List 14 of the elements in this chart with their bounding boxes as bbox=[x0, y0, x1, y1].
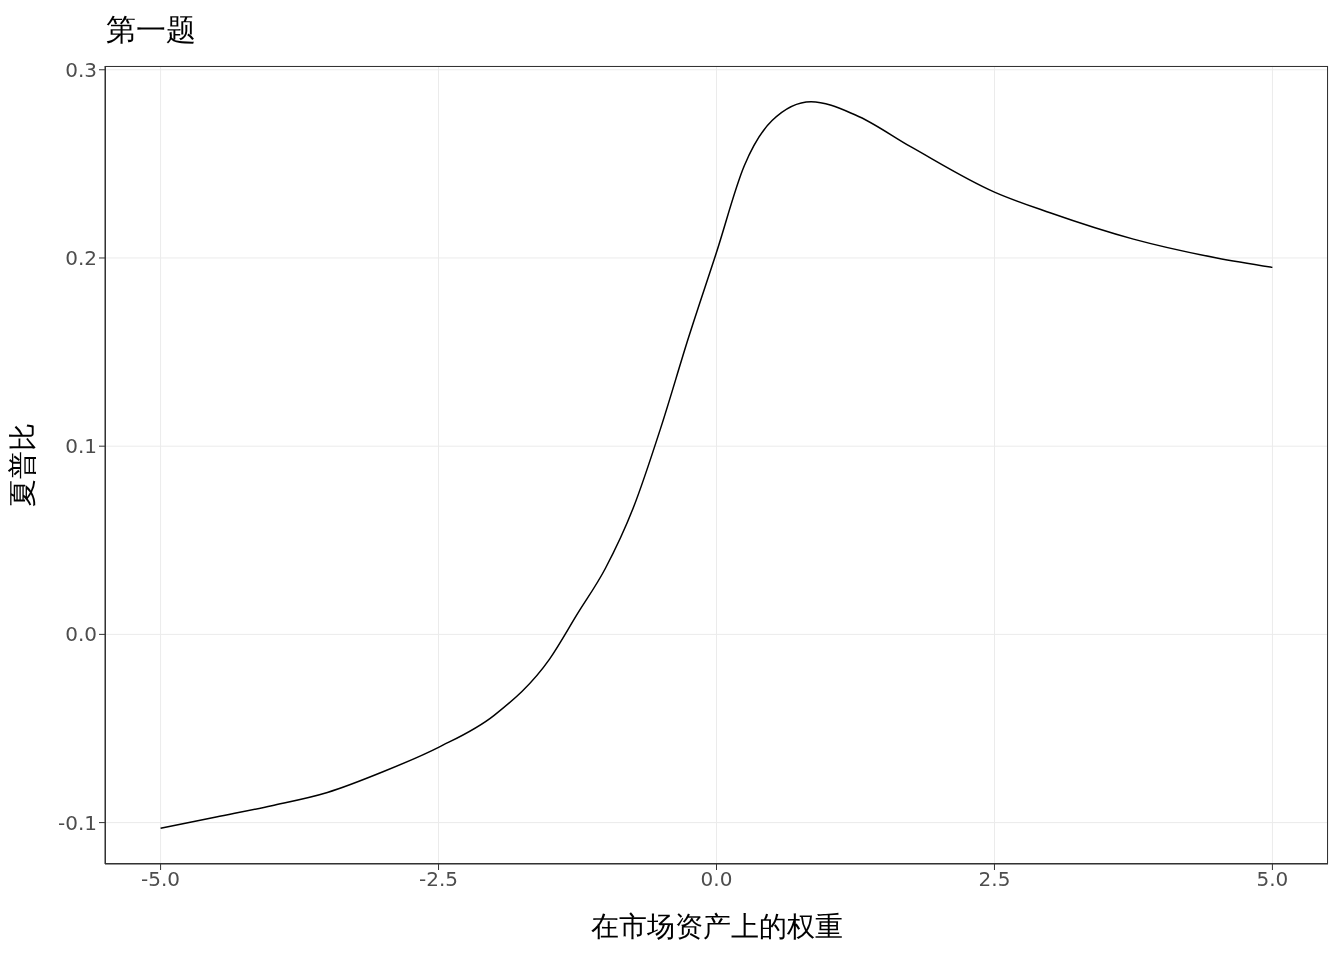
y-tick-label: 0.3 bbox=[65, 57, 97, 82]
x-axis-title: 在市场资产上的权重 bbox=[590, 910, 843, 943]
y-tick-label: -0.1 bbox=[57, 810, 97, 835]
y-axis-title: 夏普比 bbox=[5, 423, 39, 507]
y-tick-label: 0.0 bbox=[65, 622, 97, 647]
y-tick-label: 0.1 bbox=[65, 434, 97, 459]
x-tick-label: 0.0 bbox=[700, 867, 733, 892]
line-series bbox=[159, 101, 1274, 829]
y-tick-label: 0.2 bbox=[65, 246, 97, 271]
x-tick-label: -5.0 bbox=[141, 867, 181, 892]
x-tick-label: 5.0 bbox=[1256, 867, 1289, 892]
chart-title: 第一题 bbox=[106, 11, 196, 49]
x-tick-label: -2.5 bbox=[419, 867, 459, 892]
x-tick-label: 2.5 bbox=[978, 867, 1011, 892]
